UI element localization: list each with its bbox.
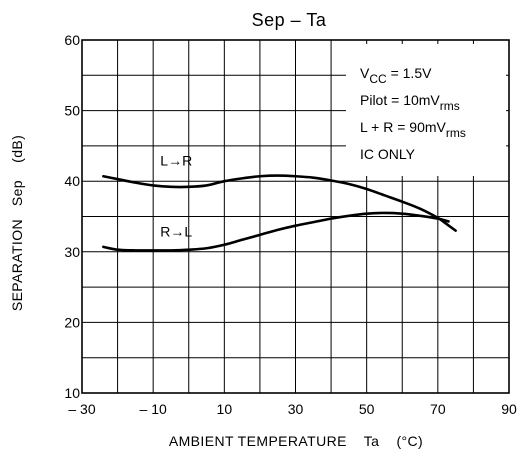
x-tick-label: – 30 — [68, 401, 95, 417]
x-tick-label: 90 — [501, 401, 517, 417]
series-label-l-to-r: L→R — [160, 153, 192, 169]
x-tick-label: – 10 — [140, 401, 167, 417]
y-tick-label: 50 — [64, 103, 80, 119]
x-tick-label: 70 — [430, 401, 446, 417]
y-tick-label: 20 — [64, 314, 80, 330]
y-tick-label: 60 — [64, 32, 80, 48]
x-tick-label: 30 — [288, 401, 304, 417]
x-axis-ticks: – 30 – 10 10 30 50 70 90 — [68, 401, 517, 417]
x-tick-label: 50 — [359, 401, 375, 417]
y-axis-ticks: 10 20 30 40 50 60 — [64, 32, 80, 401]
y-tick-label: 10 — [64, 385, 80, 401]
y-tick-label: 30 — [64, 244, 80, 260]
annotation-box: VCC = 1.5V Pilot = 10mVrms L + R = 90mVrms… — [346, 44, 506, 176]
plot-frame — [81, 39, 510, 394]
series-line-l-to-r — [102, 174, 457, 232]
annotation-pilot: Pilot = 10mVrms — [360, 92, 460, 113]
annotation-vcc: VCC = 1.5V — [360, 65, 432, 86]
x-axis-label: AMBIENT TEMPERATURE Ta (°C) — [169, 433, 423, 449]
x-tick-label: 10 — [217, 401, 233, 417]
y-axis-label: SEPARATION Sep (dB) — [9, 135, 25, 311]
series-line-r-to-l — [102, 211, 450, 252]
series-group: L→R R→L — [102, 153, 457, 252]
annotation-background — [346, 44, 506, 176]
annotation-lr-level: L + R = 90mVrms — [360, 119, 466, 140]
annotation-ic-only: IC ONLY — [360, 146, 416, 162]
y-tick-label: 40 — [64, 173, 80, 189]
chart-title: Sep – Ta — [252, 10, 327, 30]
series-label-r-to-l: R→L — [160, 223, 192, 239]
